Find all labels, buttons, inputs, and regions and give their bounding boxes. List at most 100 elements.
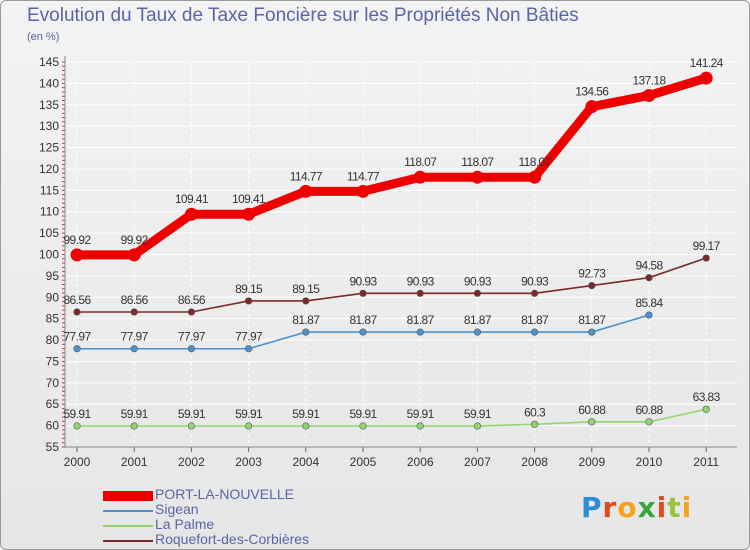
data-point [588, 418, 596, 426]
data-label: 60.88 [578, 403, 606, 417]
data-label: 81.87 [292, 313, 320, 327]
data-label: 81.87 [407, 313, 435, 327]
data-label: 59.91 [121, 407, 149, 421]
data-point [588, 281, 596, 290]
y-tick-label: 95 [46, 269, 60, 283]
data-label: 90.93 [349, 274, 377, 288]
data-point [73, 308, 81, 316]
x-tick-label: 2011 [693, 455, 719, 469]
logo-letter: x [637, 491, 657, 524]
y-tick-label: 145 [39, 55, 59, 69]
data-label: 77.97 [235, 330, 263, 344]
legend-label: La Palme [155, 516, 215, 532]
data-point [473, 328, 482, 336]
data-label: 59.91 [464, 407, 492, 421]
data-label: 77.97 [178, 330, 206, 344]
data-point [245, 345, 253, 353]
chart-title: Evolution du Taux de Taxe Foncière sur l… [27, 5, 579, 26]
y-tick-label: 75 [46, 354, 60, 368]
data-label: 81.87 [521, 313, 549, 327]
series-line-3 [76, 257, 708, 313]
data-point [130, 422, 138, 430]
data-point [530, 328, 539, 336]
legend-label: PORT-LA-NOUVELLE [155, 486, 295, 502]
x-tick-label: 2004 [292, 455, 319, 469]
data-point [127, 248, 141, 262]
data-label: 118.07 [461, 155, 494, 169]
y-tick-label: 130 [39, 119, 59, 133]
y-tick-label: 135 [39, 98, 59, 112]
data-point [130, 308, 138, 316]
y-tick-label: 125 [39, 141, 59, 155]
data-label: 85.84 [635, 296, 663, 310]
data-label: 109.41 [175, 192, 209, 206]
data-label: 99.92 [121, 233, 149, 247]
y-tick-label: 120 [39, 162, 59, 176]
y-tick-label: 85 [46, 312, 60, 326]
data-point [473, 289, 482, 297]
data-point [187, 345, 195, 353]
data-point [585, 100, 599, 114]
y-tick-label: 105 [39, 226, 59, 240]
data-point [245, 422, 253, 430]
data-label: 77.97 [121, 330, 149, 344]
data-point [184, 207, 198, 221]
data-label: 114.77 [290, 169, 323, 183]
x-tick-label: 2003 [235, 455, 262, 469]
data-point [416, 289, 424, 297]
y-tick-label: 90 [46, 290, 60, 304]
data-point [245, 297, 253, 305]
data-label: 114.77 [347, 169, 380, 183]
data-label: 99.17 [693, 239, 721, 253]
data-point [645, 311, 653, 319]
x-tick-label: 2000 [64, 455, 91, 469]
data-label: 134.56 [575, 85, 609, 99]
data-point [530, 420, 539, 428]
logo-letter: t [667, 491, 682, 524]
data-point [470, 170, 484, 184]
logo-letter: r [602, 491, 618, 524]
data-point [416, 328, 424, 336]
data-point [73, 345, 81, 353]
logo-letter: i [656, 491, 668, 524]
y-tick-label: 100 [39, 248, 59, 262]
data-point [187, 422, 195, 430]
data-label: 141.24 [690, 56, 724, 70]
y-tick-label: 65 [46, 397, 60, 411]
data-point [130, 345, 138, 353]
x-tick-label: 2002 [178, 455, 205, 469]
data-point [530, 289, 539, 297]
data-point [302, 297, 310, 305]
y-tick-label: 115 [40, 183, 59, 197]
y-axis-unit-label: (en %) [27, 31, 60, 43]
y-tick-label: 110 [40, 205, 59, 219]
data-point [187, 308, 195, 316]
x-tick-label: 2005 [350, 455, 377, 469]
data-label: 92.73 [578, 267, 606, 281]
data-label: 81.87 [464, 313, 492, 327]
logo-letter: P [581, 491, 603, 524]
x-tick-label: 2008 [521, 455, 548, 469]
legend-label: Roquefort-des-Corbières [155, 531, 310, 547]
legend-label: Sigean [155, 501, 199, 517]
data-label: 90.93 [407, 274, 435, 288]
legend-swatch [103, 525, 153, 527]
data-label: 59.91 [235, 407, 263, 421]
logo-letter: i [681, 491, 693, 524]
data-label: 89.15 [235, 282, 263, 296]
data-point [356, 184, 370, 198]
data-label: 77.97 [63, 330, 91, 344]
data-label: 94.58 [635, 259, 663, 273]
series-line-0 [72, 73, 711, 260]
x-tick-label: 2006 [407, 455, 434, 469]
data-point [528, 170, 542, 184]
series-line-2 [76, 408, 708, 427]
data-point [242, 207, 256, 221]
data-point [359, 328, 367, 336]
y-tick-label: 55 [46, 440, 60, 454]
data-label: 109.41 [232, 192, 266, 206]
data-label: 118.07 [518, 155, 551, 169]
logo-letter: o [617, 491, 638, 524]
data-point [642, 88, 656, 102]
